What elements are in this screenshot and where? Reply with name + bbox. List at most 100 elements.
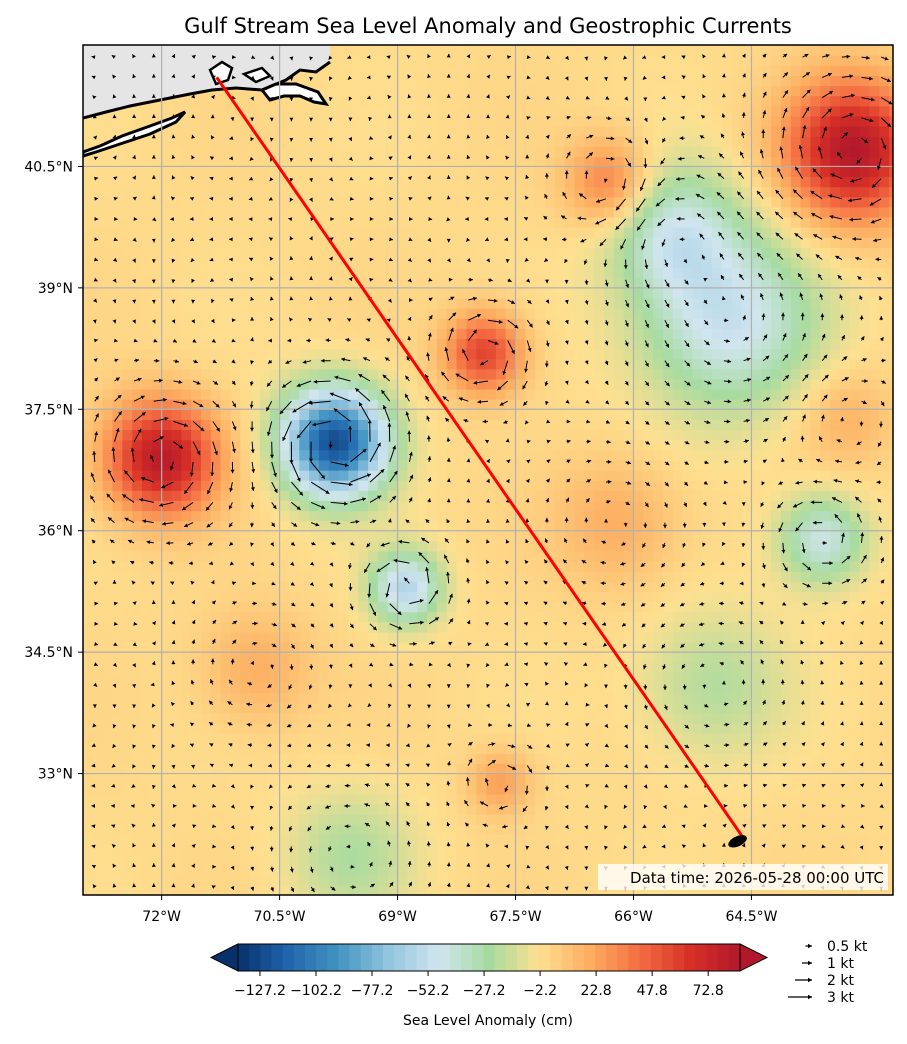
anomaly-cell (201, 206, 212, 218)
anomaly-cell (201, 611, 212, 623)
anomaly-cell (476, 621, 487, 633)
anomaly-cell (564, 611, 576, 623)
anomaly-cell (407, 176, 418, 188)
anomaly-cell (495, 206, 507, 218)
anomaly-cell (663, 561, 674, 572)
anomaly-cell (92, 358, 104, 370)
anomaly-cell (387, 692, 399, 704)
anomaly-cell (269, 672, 281, 684)
anomaly-cell (92, 439, 104, 451)
anomaly-cell (171, 389, 182, 400)
anomaly-cell (466, 308, 477, 319)
anomaly-cell (161, 267, 172, 279)
anomaly-cell (584, 217, 595, 228)
anomaly-cell (436, 652, 448, 663)
anomaly-cell (495, 520, 507, 532)
anomaly-cell (269, 733, 281, 744)
anomaly-cell (122, 702, 133, 714)
anomaly-cell (653, 409, 664, 420)
anomaly-cell (259, 581, 271, 592)
anomaly-cell (663, 763, 674, 775)
anomaly-cell (446, 217, 458, 228)
anomaly-cell (427, 126, 438, 137)
anomaly-cell (210, 368, 222, 380)
anomaly-cell (633, 510, 644, 522)
anomaly-cell (240, 642, 251, 653)
anomaly-cell (554, 419, 566, 431)
anomaly-cell (289, 844, 300, 856)
anomaly-cell (427, 814, 438, 825)
anomaly-cell (289, 237, 300, 248)
anomaly-cell (250, 156, 261, 167)
anomaly-cell (142, 105, 153, 117)
anomaly-cell (132, 884, 143, 895)
anomaly-cell (122, 389, 133, 400)
anomaly-cell (397, 733, 408, 744)
anomaly-cell (112, 196, 123, 208)
anomaly-cell (181, 449, 192, 461)
anomaly-cell (554, 328, 566, 339)
anomaly-cell (663, 712, 674, 724)
anomaly-cell (279, 419, 290, 431)
anomaly-cell (250, 267, 261, 279)
anomaly-cell (456, 65, 467, 76)
anomaly-cell (210, 490, 222, 501)
anomaly-cell (564, 419, 576, 431)
anomaly-cell (515, 682, 526, 694)
anomaly-cell (653, 65, 664, 76)
anomaly-cell (112, 834, 123, 845)
anomaly-cell (122, 429, 133, 441)
anomaly-cell (201, 237, 212, 248)
anomaly-cell (643, 500, 654, 512)
anomaly-cell (181, 753, 192, 764)
anomaly-cell (269, 287, 281, 299)
anomaly-cell (181, 459, 192, 471)
anomaly-cell (525, 773, 536, 785)
anomaly-cell (505, 348, 517, 360)
anomaly-cell (377, 490, 389, 501)
anomaly-cell (269, 712, 281, 724)
anomaly-cell (328, 480, 340, 491)
anomaly-cell (505, 480, 517, 491)
anomaly-cell (554, 601, 566, 613)
anomaly-cell (397, 844, 408, 856)
anomaly-cell (259, 166, 271, 178)
anomaly-cell (299, 287, 310, 299)
anomaly-cell (210, 642, 222, 653)
anomaly-cell (122, 186, 133, 198)
anomaly-cell (191, 763, 202, 775)
anomaly-cell (318, 247, 330, 259)
anomaly-cell (299, 631, 310, 643)
anomaly-cell (289, 662, 300, 673)
anomaly-cell (446, 854, 458, 866)
anomaly-cell (594, 844, 605, 856)
anomaly-cell (525, 176, 536, 188)
anomaly-cell (338, 176, 349, 188)
anomaly-cell (132, 186, 143, 198)
anomaly-cell (525, 308, 536, 319)
anomaly-cell (250, 783, 261, 795)
anomaly-cell (446, 277, 458, 289)
anomaly-cell (181, 298, 192, 309)
anomaly-cell (574, 247, 585, 259)
anomaly-cell (564, 136, 576, 147)
anomaly-cell (525, 520, 536, 532)
anomaly-cell (161, 783, 172, 795)
anomaly-cell (505, 490, 517, 501)
anomaly-cell (230, 298, 241, 309)
anomaly-cell (486, 115, 497, 127)
anomaly-cell (495, 510, 507, 522)
anomaly-cell (476, 480, 487, 491)
anomaly-cell (417, 298, 428, 309)
anomaly-cell (486, 399, 497, 410)
anomaly-cell (545, 652, 556, 663)
anomaly-cell (259, 419, 271, 431)
anomaly-cell (240, 530, 251, 542)
anomaly-cell (142, 540, 153, 552)
anomaly-cell (417, 712, 428, 724)
anomaly-cell (201, 712, 212, 724)
anomaly-cell (259, 368, 271, 380)
anomaly-cell (358, 803, 369, 815)
anomaly-cell (505, 814, 517, 825)
anomaly-cell (259, 115, 271, 127)
